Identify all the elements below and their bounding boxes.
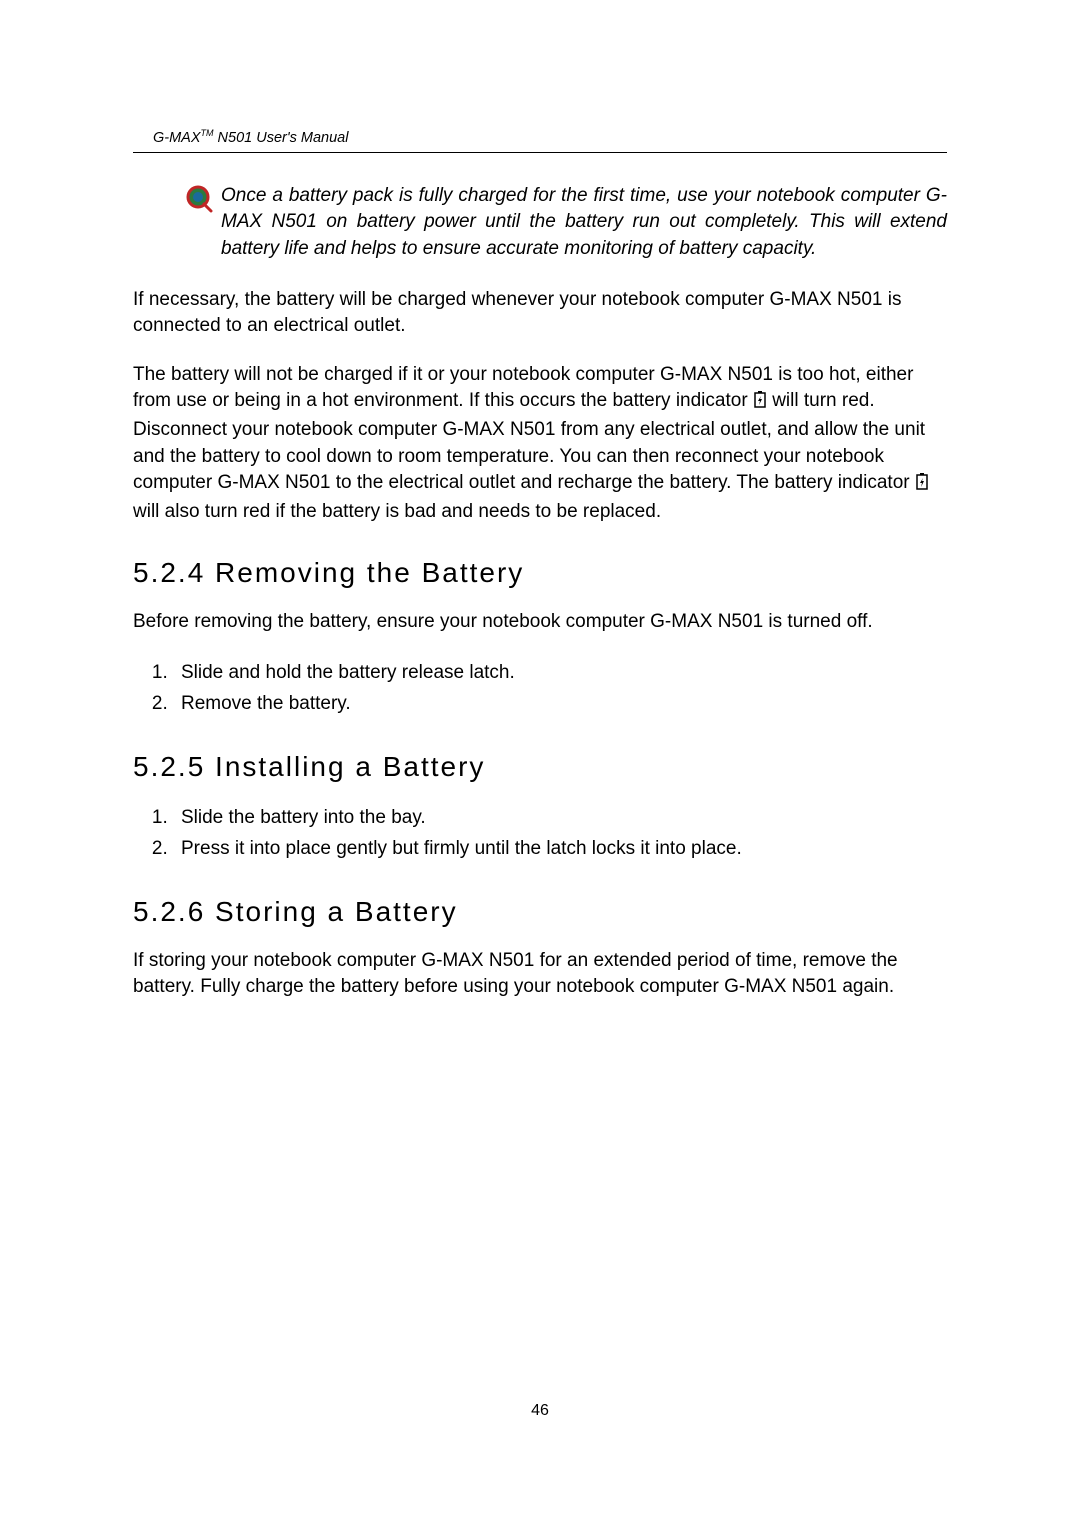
header-brand-prefix: G-MAX [153, 130, 201, 146]
list-item: Remove the battery. [173, 689, 947, 718]
list-item: Press it into place gently but firmly un… [173, 834, 947, 863]
tip-block: Once a battery pack is fully charged for… [185, 183, 947, 263]
steps-removing: Slide and hold the battery release latch… [133, 658, 947, 719]
page-header: G-MAXTM N501 User's Manual [153, 128, 947, 146]
paragraph-overheat-warning: The battery will not be charged if it or… [133, 362, 947, 526]
magnifier-tip-icon [185, 185, 213, 263]
list-item: Slide the battery into the bay. [173, 803, 947, 832]
battery-indicator-icon [915, 472, 929, 499]
list-item: Slide and hold the battery release latch… [173, 658, 947, 687]
header-trademark: TM [201, 128, 214, 138]
page-number: 46 [0, 1402, 1080, 1420]
paragraph-removing-intro: Before removing the battery, ensure your… [133, 609, 947, 636]
battery-indicator-icon [753, 390, 767, 417]
heading-storing-battery: 5.2.6 Storing a Battery [133, 896, 947, 928]
tip-text: Once a battery pack is fully charged for… [221, 183, 947, 263]
para2-seg3: will also turn red if the battery is bad… [133, 501, 661, 522]
heading-removing-battery: 5.2.4 Removing the Battery [133, 557, 947, 589]
document-page: G-MAXTM N501 User's Manual Once a batter… [0, 0, 1080, 1528]
header-rule [133, 152, 947, 153]
header-brand-suffix: N501 User's Manual [214, 130, 349, 146]
steps-installing: Slide the battery into the bay. Press it… [133, 803, 947, 864]
paragraph-storing: If storing your notebook computer G-MAX … [133, 948, 947, 1001]
heading-installing-battery: 5.2.5 Installing a Battery [133, 751, 947, 783]
paragraph-charge-when-connected: If necessary, the battery will be charge… [133, 287, 947, 340]
